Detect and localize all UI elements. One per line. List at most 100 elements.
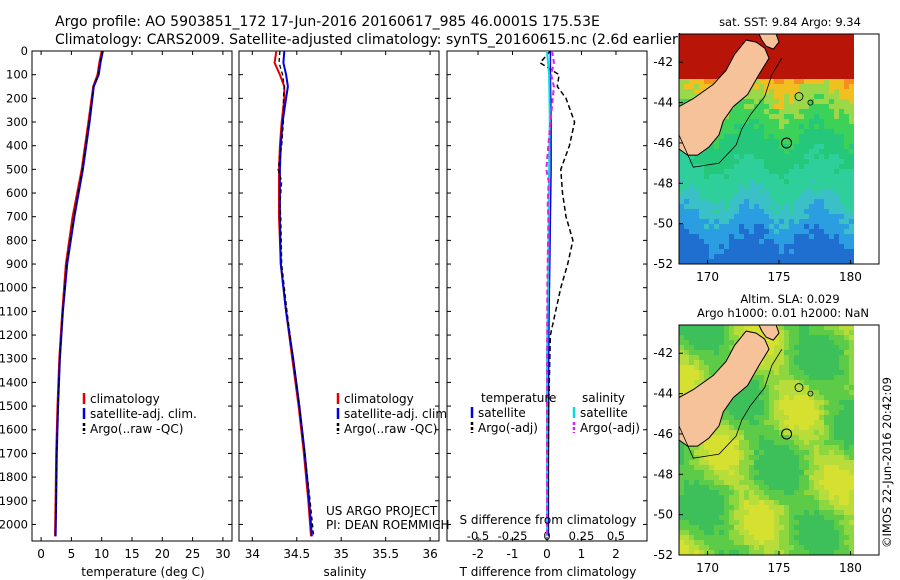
map-cell [709, 465, 714, 470]
map-cell [699, 89, 704, 94]
map-cell [734, 520, 739, 525]
sla-map-title-1: Altim. SLA: 0.029 [740, 292, 839, 306]
map-cell [679, 475, 684, 480]
map-cell [734, 229, 739, 234]
map-cell [809, 495, 814, 500]
map-cell [814, 360, 819, 365]
map-cell [694, 189, 699, 194]
map-cell [709, 79, 714, 84]
map-cell [714, 490, 719, 495]
map-cell [779, 234, 784, 239]
map-cell [844, 184, 849, 189]
map-cell [754, 229, 759, 234]
map-cell [779, 325, 784, 330]
map-cell [689, 189, 694, 194]
map-cell [819, 425, 824, 430]
map-cell [804, 335, 809, 340]
map-cell [684, 485, 689, 490]
map-cell [739, 400, 744, 405]
map-cell [844, 84, 849, 89]
map-cell [709, 249, 714, 254]
map-cell [699, 39, 704, 44]
map-cell [684, 450, 689, 455]
map-cell [744, 144, 749, 149]
y-tick-label: 600 [6, 186, 28, 200]
map-cell [839, 239, 844, 244]
map-cell [839, 219, 844, 224]
map-cell [849, 144, 854, 149]
map-cell [744, 395, 749, 400]
map-cell [729, 164, 734, 169]
map-cell [769, 129, 774, 134]
map-cell [754, 435, 759, 440]
map-cell [834, 405, 839, 410]
map-cell [739, 174, 744, 179]
map-cell [734, 495, 739, 500]
map-cell [824, 475, 829, 480]
map-cell [679, 540, 684, 545]
map-cell [694, 74, 699, 79]
map-cell [739, 405, 744, 410]
map-cell [829, 400, 834, 405]
map-cell [759, 114, 764, 119]
map-cell [724, 355, 729, 360]
map-cell [779, 154, 784, 159]
map-cell [759, 390, 764, 395]
map-cell [824, 204, 829, 209]
map-cell [809, 199, 814, 204]
map-cell [759, 370, 764, 375]
map-cell [829, 475, 834, 480]
map-cell [734, 204, 739, 209]
map-cell [799, 119, 804, 124]
map-cell [814, 345, 819, 350]
map-cell [799, 515, 804, 520]
map-cell [829, 330, 834, 335]
map-cell [759, 214, 764, 219]
map-cell [844, 425, 849, 430]
map-cell [704, 69, 709, 74]
map-cell [764, 445, 769, 450]
map-cell [739, 460, 744, 465]
x-tick-label: 25 [185, 547, 200, 561]
map-cell [819, 360, 824, 365]
map-cell [744, 114, 749, 119]
map-cell [739, 149, 744, 154]
map-cell [679, 244, 684, 249]
map-cell [829, 54, 834, 59]
map-cell [829, 510, 834, 515]
map-cell [724, 64, 729, 69]
map-cell [819, 99, 824, 104]
map-cell [779, 249, 784, 254]
map-cell [819, 159, 824, 164]
map-cell [734, 475, 739, 480]
map-cell [839, 535, 844, 540]
map-cell [679, 44, 684, 49]
map-cell [679, 440, 684, 445]
map-cell [829, 350, 834, 355]
map-cell [789, 405, 794, 410]
map-cell [769, 209, 774, 214]
map-cell [759, 144, 764, 149]
map-cell [834, 490, 839, 495]
map-cell [769, 224, 774, 229]
map-cell [754, 475, 759, 480]
map-cell [749, 405, 754, 410]
map-cell [849, 79, 854, 84]
map-cell [724, 244, 729, 249]
map-cell [709, 174, 714, 179]
map-cell [679, 460, 684, 465]
map-cell [789, 69, 794, 74]
map-cell [789, 435, 794, 440]
map-cell [709, 44, 714, 49]
map-cell [849, 535, 854, 540]
map-cell [684, 244, 689, 249]
map-cell [794, 520, 799, 525]
map-cell [749, 525, 754, 530]
map-cell [699, 450, 704, 455]
map-cell [804, 400, 809, 405]
map-cell [759, 410, 764, 415]
map-cell [844, 375, 849, 380]
map-cell [729, 199, 734, 204]
map-x-tick-label: 175 [768, 270, 791, 284]
map-cell [774, 365, 779, 370]
